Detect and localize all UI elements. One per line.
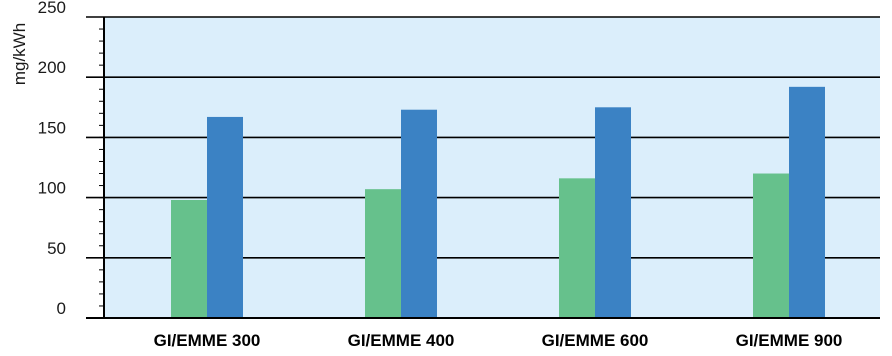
bar [753, 173, 789, 318]
bars [171, 86, 825, 318]
bar [401, 109, 437, 318]
y-tick-labels: 0 50 100 150 200 250 [38, 0, 66, 318]
x-tick-label: GI/EMME 400 [348, 331, 455, 350]
x-tick-label: GI/EMME 300 [154, 331, 261, 350]
y-tick-label: 250 [38, 0, 66, 17]
y-tick-label: 200 [38, 58, 66, 77]
bar [365, 189, 401, 318]
y-axis-title: mg/kWh [10, 23, 29, 85]
bar [207, 116, 243, 318]
y-tick-label: 100 [38, 179, 66, 198]
bar [559, 178, 595, 318]
y-tick-label: 0 [57, 299, 66, 318]
bar [789, 86, 825, 318]
x-tick-label: GI/EMME 900 [736, 331, 843, 350]
bar [171, 200, 207, 318]
y-tick-label: 150 [38, 118, 66, 137]
y-tick-label: 50 [47, 239, 66, 258]
x-tick-label: GI/EMME 600 [542, 331, 649, 350]
x-tick-labels: GI/EMME 300 GI/EMME 400 GI/EMME 600 GI/EMME… [154, 331, 843, 350]
bar [595, 107, 631, 318]
